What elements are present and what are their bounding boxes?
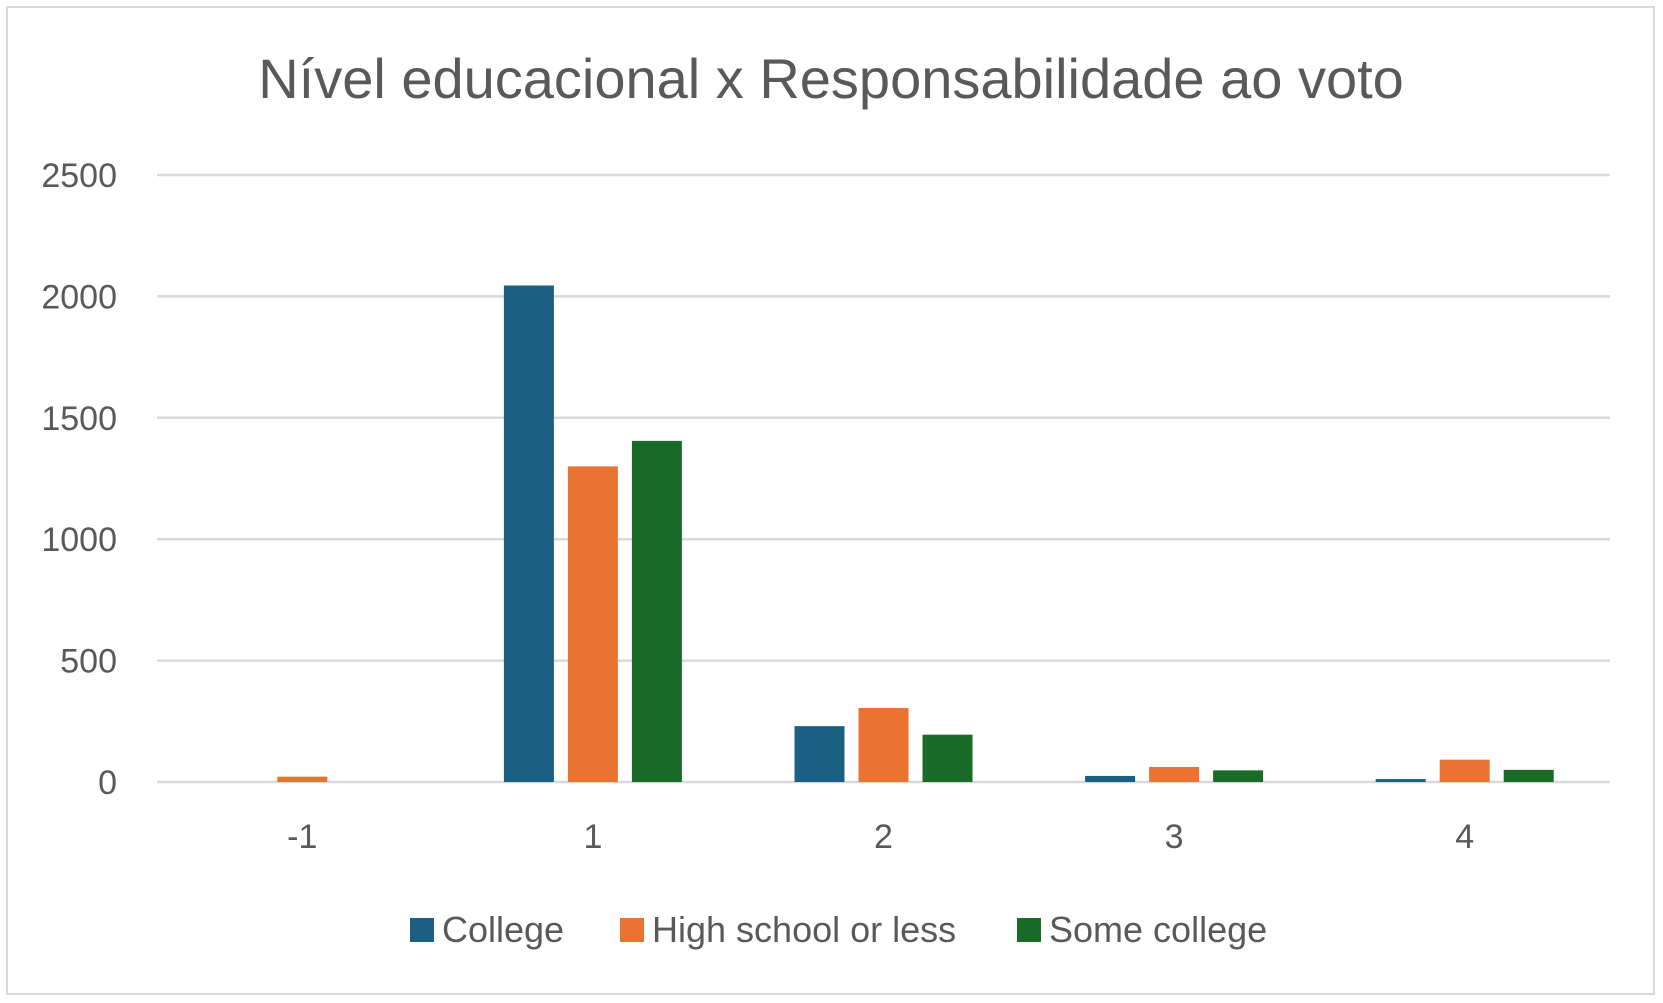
bar-some-college-2 [922,734,973,782]
bar-some-college-3 [1213,770,1264,782]
bar-high-school-or-less-2 [858,707,909,782]
x-tick-label: 2 [874,818,893,856]
y-tick-label: 1000 [41,521,117,559]
chart-title: Nível educacional x Responsabilidade ao … [258,47,1404,110]
bars [277,285,1554,782]
bar-high-school-or-less-1 [567,466,618,782]
y-axis: 0 500 1000 1500 2000 2500 [41,157,117,802]
legend-label-some-college: Some college [1049,909,1267,950]
bar-some-college-4 [1503,769,1554,782]
bar-high-school-or-less-4 [1439,759,1490,782]
bar-college-2 [794,726,845,782]
legend-label-college: College [442,909,564,950]
x-axis: -1 1 2 3 4 [287,818,1474,856]
legend-swatch-some-college [1017,918,1041,942]
bar-some-college-1 [631,440,682,782]
gridlines [157,173,1610,784]
y-tick-label: 0 [98,764,117,802]
y-tick-label: 2000 [41,278,117,316]
legend-swatch-high-school-or-less [620,918,644,942]
y-tick-label: 2500 [41,157,117,195]
x-tick-label: 1 [583,818,602,856]
legend-label-high-school-or-less: High school or less [652,909,956,950]
y-tick-label: 500 [60,643,117,681]
x-tick-label: 3 [1165,818,1184,856]
legend: College High school or less Some college [410,909,1267,950]
bar-college-3 [1085,775,1136,782]
bar-college-1 [503,285,554,782]
y-tick-label: 1500 [41,400,117,438]
legend-swatch-college [410,918,434,942]
chart-frame [6,6,1655,995]
bar-high-school-or-less--1 [277,776,328,782]
bar-college-4 [1375,779,1426,782]
bar-high-school-or-less-3 [1149,766,1200,782]
x-tick-label: 4 [1455,818,1474,856]
x-tick-label: -1 [287,818,317,856]
